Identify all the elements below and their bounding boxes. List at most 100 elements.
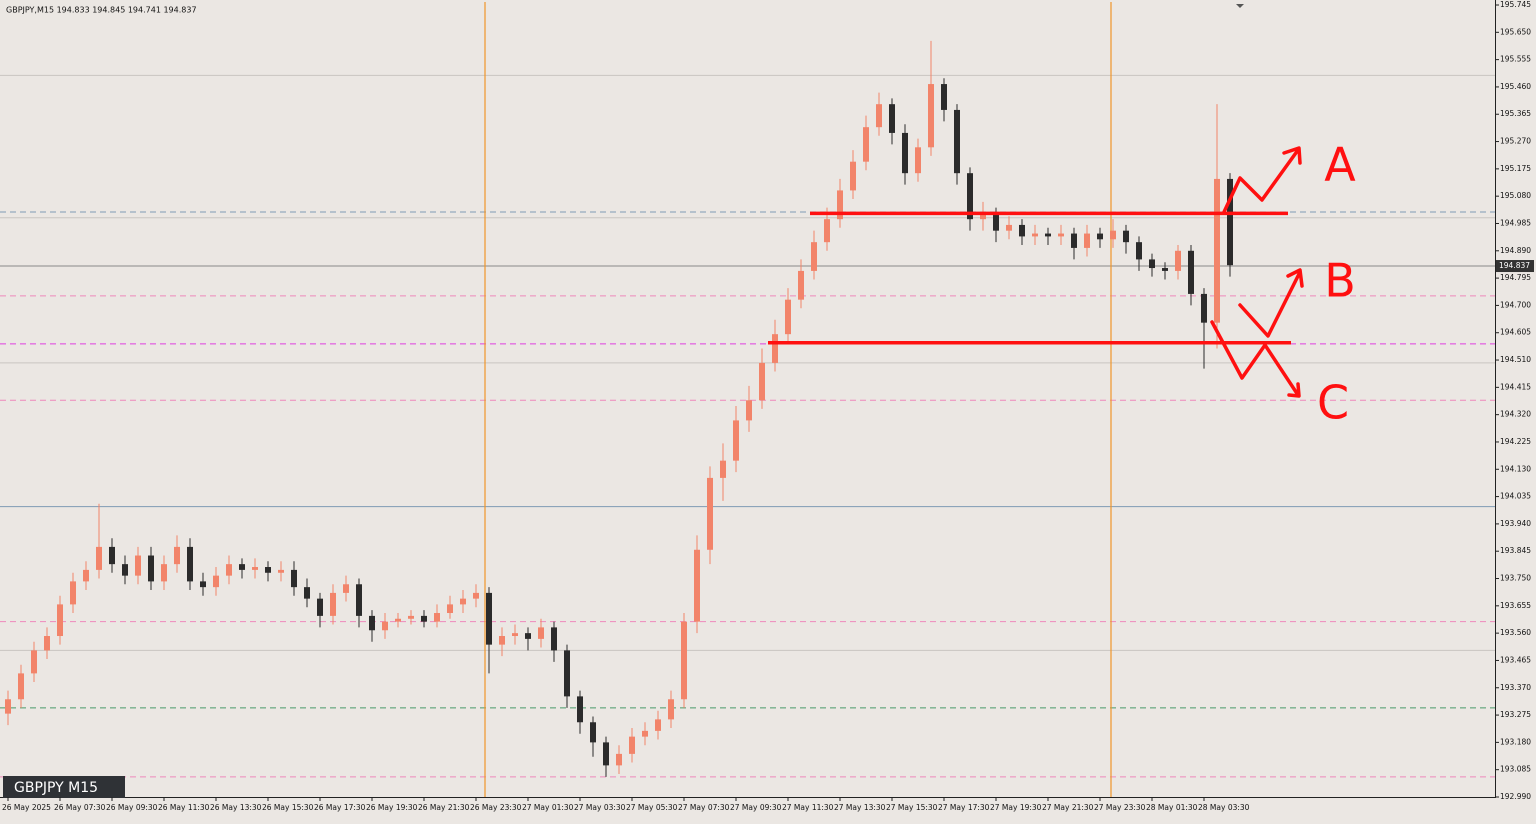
candle-body [1162, 268, 1168, 271]
candle-body [1227, 178, 1233, 266]
candle-body [122, 564, 128, 576]
candle-body [1149, 259, 1155, 269]
candle-body [1019, 224, 1025, 237]
y-tick-label: 194.225 [1500, 437, 1531, 446]
candle-body [148, 555, 154, 582]
candle-body [746, 400, 752, 421]
candle-body [18, 673, 24, 700]
candle-body [304, 587, 310, 599]
y-tick-label: 195.365 [1500, 109, 1531, 118]
candle-body [525, 633, 531, 639]
x-tick-label: 27 May 21:30 [1042, 803, 1094, 812]
y-tick-label: 194.890 [1500, 246, 1531, 255]
x-tick-label: 26 May 13:30 [210, 803, 262, 812]
candle-body [213, 575, 219, 588]
candle-body [161, 564, 167, 582]
current-price-label: 194.837 [1499, 261, 1530, 270]
x-tick-label: 28 May 01:30 [1146, 803, 1198, 812]
price-axis [1496, 0, 1536, 820]
candle-body [44, 636, 50, 651]
x-tick-label: 27 May 07:30 [678, 803, 730, 812]
candle-body [226, 564, 232, 576]
candle-body [369, 615, 375, 631]
arrow-a [1222, 146, 1302, 214]
candle-body [31, 650, 37, 674]
current-price-badge [1496, 260, 1534, 273]
candle-body [915, 147, 921, 174]
candle-body [109, 546, 115, 565]
candle-body [5, 699, 11, 714]
candle-body [720, 460, 726, 478]
y-tick-label: 194.700 [1500, 300, 1531, 309]
candle-body [460, 598, 466, 605]
x-tick-label: 26 May 07:30 [54, 803, 106, 812]
candle-body [1071, 233, 1077, 248]
candle-body [57, 604, 63, 637]
symbol-label: GBPJPY M15 [14, 780, 98, 796]
candle-body [681, 621, 687, 700]
candle-body [759, 362, 765, 401]
candle-body [70, 581, 76, 605]
y-tick-label: 195.270 [1500, 137, 1531, 146]
x-tick-label: 27 May 13:30 [834, 803, 886, 812]
arrow-b [1238, 268, 1304, 338]
candle-body [1032, 233, 1038, 237]
candle-body [187, 546, 193, 582]
candle-body [655, 719, 661, 731]
candle-body [1006, 224, 1012, 231]
y-tick-label: 193.085 [1500, 765, 1531, 774]
symbol-badge [3, 776, 125, 798]
y-tick-label: 193.180 [1500, 737, 1531, 746]
x-tick-label: 27 May 09:30 [730, 803, 782, 812]
annotation: B [1324, 254, 1356, 308]
x-tick-label: 26 May 23:30 [470, 803, 522, 812]
candle-body [668, 699, 674, 720]
y-tick-label: 194.415 [1500, 382, 1531, 391]
candle-body [772, 334, 778, 363]
candle-body [83, 569, 89, 582]
arrow-c [1210, 320, 1301, 398]
candle-body [941, 84, 947, 110]
candle-body [876, 104, 882, 128]
x-tick-label: 26 May 15:30 [262, 803, 314, 812]
y-tick-label: 195.745 [1500, 0, 1531, 9]
x-tick-label: 26 May 17:30 [314, 803, 366, 812]
scroll-marker [1236, 4, 1244, 8]
candle-body [1110, 230, 1116, 240]
candle-body [954, 109, 960, 174]
y-tick-label: 194.795 [1500, 273, 1531, 282]
x-tick-label: 27 May 05:30 [626, 803, 678, 812]
candle-body [1175, 250, 1181, 271]
candle-body [1084, 233, 1090, 248]
x-tick-label: 27 May 15:30 [886, 803, 938, 812]
candle-body [278, 569, 284, 573]
x-tick-label: 27 May 01:30 [522, 803, 574, 812]
candle-body [499, 636, 505, 645]
y-tick-label: 195.460 [1500, 82, 1531, 91]
x-tick-label: 28 May 03:30 [1198, 803, 1250, 812]
candle-body [616, 753, 622, 766]
candle-body [447, 604, 453, 614]
y-tick-label: 195.175 [1500, 164, 1531, 173]
candle-body [889, 104, 895, 133]
candle-body [863, 127, 869, 162]
y-tick-label: 194.130 [1500, 464, 1531, 473]
y-tick-label: 194.605 [1500, 328, 1531, 337]
x-tick-label: 27 May 03:30 [574, 803, 626, 812]
y-tick-label: 195.555 [1500, 55, 1531, 64]
candle-body [733, 420, 739, 461]
candle-body [928, 84, 934, 148]
candle-body [1123, 230, 1129, 243]
candle-body [564, 650, 570, 697]
candle-body [629, 736, 635, 754]
y-tick-label: 193.940 [1500, 519, 1531, 528]
candle-body [538, 627, 544, 639]
y-tick-label: 193.655 [1500, 601, 1531, 610]
scenario-arrows [1210, 146, 1304, 398]
candle-body [785, 299, 791, 335]
y-tick-label: 193.370 [1500, 683, 1531, 692]
candle-body [993, 213, 999, 231]
y-tick-label: 195.080 [1500, 191, 1531, 200]
x-tick-label: 26 May 11:30 [158, 803, 210, 812]
x-tick-label: 27 May 23:30 [1094, 803, 1146, 812]
